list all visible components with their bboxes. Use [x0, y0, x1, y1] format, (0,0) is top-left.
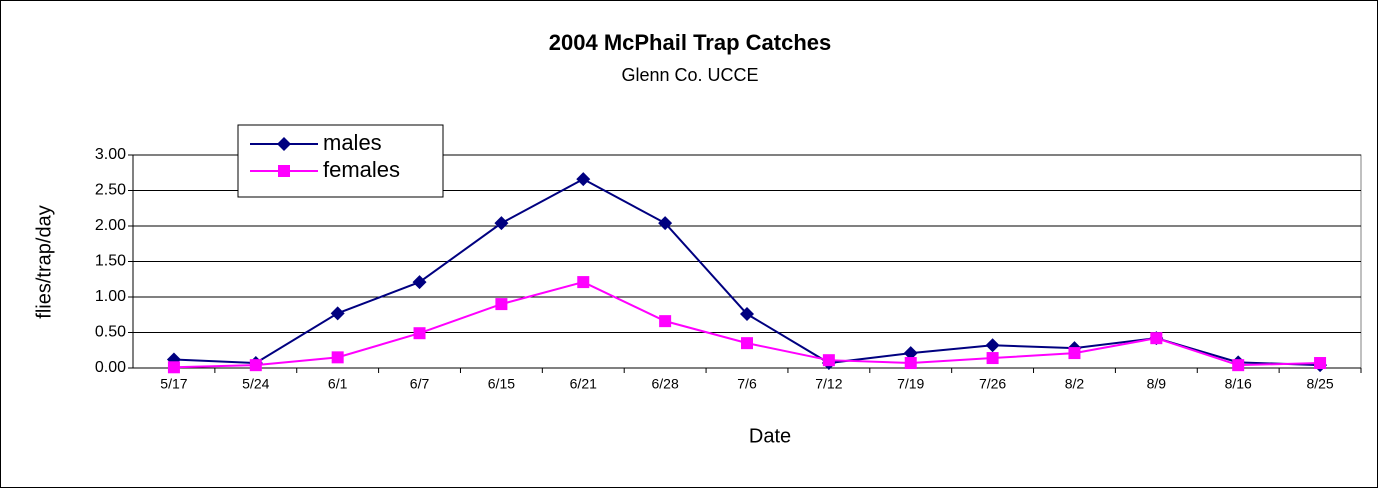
marker [1232, 359, 1245, 372]
marker [278, 165, 290, 177]
marker [822, 354, 835, 367]
marker [1068, 347, 1081, 360]
x-tick-label: 8/25 [1306, 376, 1333, 392]
x-tick-label: 8/2 [1065, 376, 1085, 392]
marker [331, 351, 344, 364]
marker [495, 298, 508, 311]
x-tick-label: 7/6 [737, 376, 757, 392]
marker [658, 216, 673, 231]
x-tick-label: 6/15 [488, 376, 515, 392]
x-tick-label: 8/16 [1225, 376, 1252, 392]
marker [167, 361, 180, 374]
marker [985, 338, 1000, 353]
marker [277, 137, 291, 151]
marker [412, 275, 427, 290]
marker [903, 346, 918, 361]
marker [659, 315, 672, 328]
marker [1150, 332, 1163, 345]
marker [1314, 357, 1327, 370]
y-tick-label: 3.00 [95, 146, 126, 163]
x-tick-label: 6/7 [410, 376, 430, 392]
y-tick-label: 1.50 [95, 253, 126, 270]
chart-title: 2004 McPhail Trap Catches [549, 30, 831, 55]
x-tick-label: 6/1 [328, 376, 348, 392]
x-tick-label: 5/24 [242, 376, 269, 392]
y-tick-label: 2.50 [95, 182, 126, 199]
x-tick-label: 7/12 [815, 376, 842, 392]
marker [740, 307, 754, 322]
x-tick-label: 7/19 [897, 376, 924, 392]
chart-subtitle: Glenn Co. UCCE [621, 65, 758, 85]
marker [494, 216, 509, 231]
marker [577, 276, 590, 289]
y-tick-label: 2.00 [95, 217, 126, 234]
legend-box [237, 124, 444, 198]
x-tick-label: 6/28 [652, 376, 679, 392]
marker [986, 352, 999, 365]
y-tick-label: 0.50 [95, 324, 126, 341]
marker [904, 357, 917, 370]
legend-label: males [323, 130, 382, 155]
x-axis-label: Date [749, 425, 791, 447]
marker [330, 306, 345, 321]
y-axis-label: flies/trap/day [33, 205, 55, 318]
marker [576, 172, 591, 187]
marker [249, 359, 262, 372]
marker [413, 327, 426, 340]
marker [741, 337, 753, 350]
legend-label: females [323, 157, 400, 182]
x-tick-label: 5/17 [160, 376, 187, 392]
x-tick-label: 6/21 [570, 376, 597, 392]
x-tick-label: 8/9 [1147, 376, 1167, 392]
x-tick-label: 7/26 [979, 376, 1006, 392]
y-tick-label: 1.00 [95, 288, 126, 305]
y-tick-label: 0.00 [95, 359, 126, 376]
